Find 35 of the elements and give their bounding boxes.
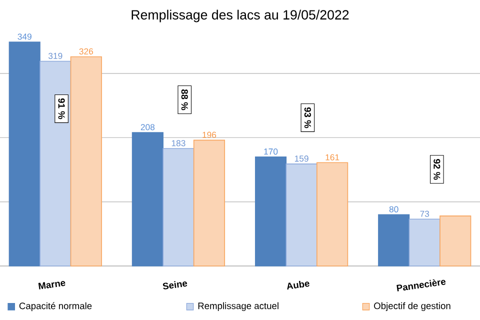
bar xyxy=(408,218,440,266)
data-label: 159 xyxy=(294,156,308,162)
data-label: 170 xyxy=(264,148,278,155)
x-tick-label: Aube xyxy=(287,280,310,290)
annotation: 92 % xyxy=(434,159,440,180)
data-label: 183 xyxy=(172,140,186,146)
bar xyxy=(162,148,194,266)
data-label: 80 xyxy=(389,206,398,212)
data-label: 161 xyxy=(326,154,340,160)
data-label: 208 xyxy=(140,124,155,130)
bar xyxy=(316,162,348,266)
bar xyxy=(378,214,410,266)
bar xyxy=(8,42,40,266)
data-label: 196 xyxy=(202,132,216,138)
bar xyxy=(254,156,287,266)
chart-title: Remplissage des lacs au 19/05/2022 xyxy=(132,10,349,22)
legend-label: Objectif de gestion xyxy=(374,302,450,312)
bar xyxy=(70,56,102,266)
data-label: 349 xyxy=(18,34,32,40)
bar xyxy=(440,216,472,266)
data-label: 326 xyxy=(79,48,93,54)
bar xyxy=(132,132,164,266)
x-tick-label: Pannecière xyxy=(396,279,446,292)
data-label: 73 xyxy=(420,210,430,217)
bar xyxy=(193,140,226,266)
legend-label: Capacité normale xyxy=(19,302,92,312)
annotation: 88 % xyxy=(181,89,188,110)
bar xyxy=(286,164,318,266)
x-tick-label: Marne xyxy=(38,281,66,290)
x-tick-label: Seine xyxy=(162,281,188,290)
data-label: 319 xyxy=(48,52,62,59)
annotation: 93 % xyxy=(304,107,311,128)
legend-label: Remplissage actuel xyxy=(198,302,278,312)
annotation: 91 % xyxy=(58,98,65,120)
bar xyxy=(40,60,72,266)
